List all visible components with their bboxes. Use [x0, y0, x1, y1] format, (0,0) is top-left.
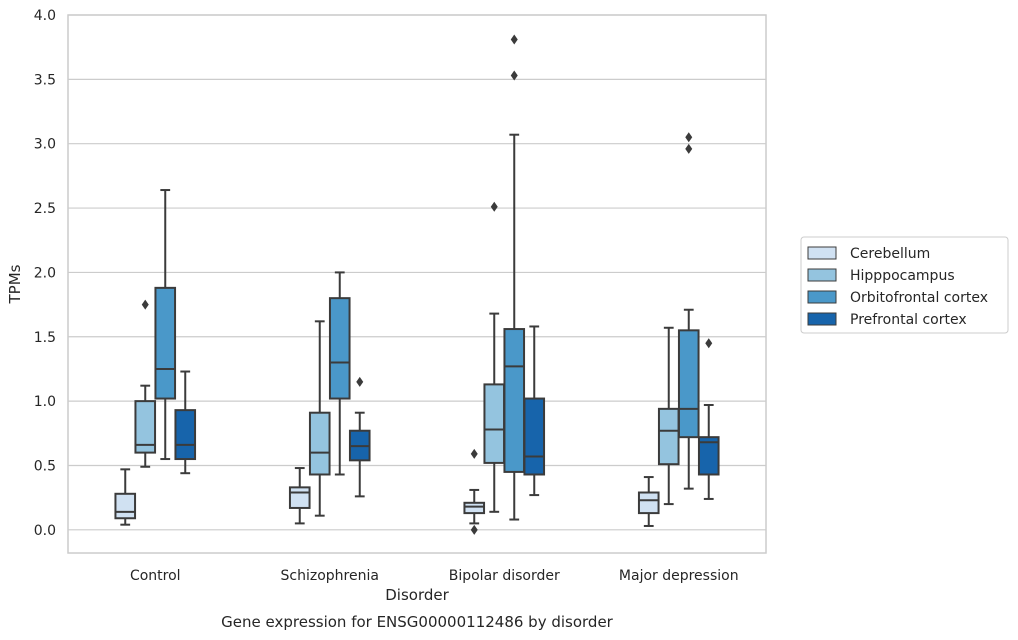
box-3-3: [697, 338, 720, 500]
y-tick-label: 1.5: [34, 330, 56, 346]
y-tick-label: 0.0: [34, 523, 56, 539]
box-body: [523, 397, 546, 476]
box-1-3: [348, 376, 371, 498]
outlier-point: [705, 338, 713, 349]
y-tick-label: 3.5: [34, 72, 56, 88]
legend-label: Cerebellum: [850, 246, 930, 262]
y-tick-label: 0.5: [34, 458, 56, 474]
outlier-point: [470, 524, 478, 535]
box-0-3: [174, 370, 197, 475]
box-2-3: [523, 325, 546, 497]
outlier-point: [490, 201, 498, 212]
legend: Cerebellum Hipppocampus Orbitofrontal cort…: [800, 236, 1009, 334]
box-body: [134, 400, 157, 454]
legend-item: Hipppocampus: [807, 268, 955, 284]
box-body: [637, 491, 660, 515]
box-body: [288, 486, 311, 509]
box-body: [483, 383, 506, 464]
y-tick-label: 1.0: [34, 394, 56, 410]
box-3-2: [677, 132, 700, 490]
legend-label: Orbitofrontal cortex: [850, 290, 988, 306]
legend-label: Hipppocampus: [850, 268, 955, 284]
box-body: [677, 329, 700, 439]
box-2-1: [483, 201, 506, 513]
legend-label: Prefrontal cortex: [850, 312, 967, 328]
outlier-point: [685, 143, 693, 154]
box-body: [174, 409, 197, 461]
box-0-0: [114, 468, 137, 526]
legend-item: Cerebellum: [807, 246, 930, 262]
x-tick-label: Bipolar disorder: [449, 568, 560, 584]
box-0-1: [134, 299, 157, 468]
legend-swatch: [807, 312, 837, 326]
box-body: [503, 328, 526, 473]
outlier-point: [510, 70, 518, 81]
y-tick-label: 2.0: [34, 265, 56, 281]
y-tick-label: 2.5: [34, 201, 56, 217]
outlier-point: [356, 376, 364, 387]
box-body: [657, 407, 680, 466]
plot-frame: [67, 14, 767, 554]
box-3-1: [657, 326, 680, 506]
box-1-2: [328, 271, 351, 476]
x-tick-label: Schizophrenia: [281, 568, 379, 584]
box-body: [463, 501, 486, 515]
x-axis-label: Disorder: [385, 586, 449, 604]
box-body: [154, 286, 177, 400]
outlier-point: [141, 299, 149, 310]
box-body: [328, 297, 351, 400]
plot-area: [114, 34, 720, 535]
box-2-2: [503, 34, 526, 521]
legend-swatch: [807, 290, 837, 304]
box-2-0: [463, 448, 486, 535]
box-3-0: [637, 476, 660, 527]
chart-caption: Gene expression for ENSG00000112486 by d…: [221, 613, 614, 631]
box-1-0: [288, 467, 311, 525]
legend-swatch: [807, 246, 837, 260]
box-body: [308, 411, 331, 476]
outlier-point: [685, 132, 693, 143]
outlier-point: [510, 34, 518, 45]
x-tick-label: Control: [130, 568, 181, 584]
box-1-1: [308, 320, 331, 517]
y-tick-label: 3.0: [34, 137, 56, 153]
legend-item: Prefrontal cortex: [807, 312, 967, 328]
box-0-2: [154, 189, 177, 461]
legend-swatch: [807, 268, 837, 282]
y-axis-label: TPMs: [6, 264, 24, 304]
box-body: [114, 492, 137, 520]
x-tick-label: Major depression: [619, 568, 739, 584]
y-axis-ticks: 0.0 0.5 1.0 1.5 2.0 2.5 3.0 3.5 4.0: [34, 8, 56, 539]
legend-box: [800, 236, 1009, 334]
outlier-point: [470, 448, 478, 459]
legend-item: Orbitofrontal cortex: [807, 290, 988, 306]
y-tick-label: 4.0: [34, 8, 56, 24]
x-axis-ticks: Control Schizophrenia Bipolar disorder Majo…: [130, 568, 739, 584]
box-body: [697, 436, 720, 476]
